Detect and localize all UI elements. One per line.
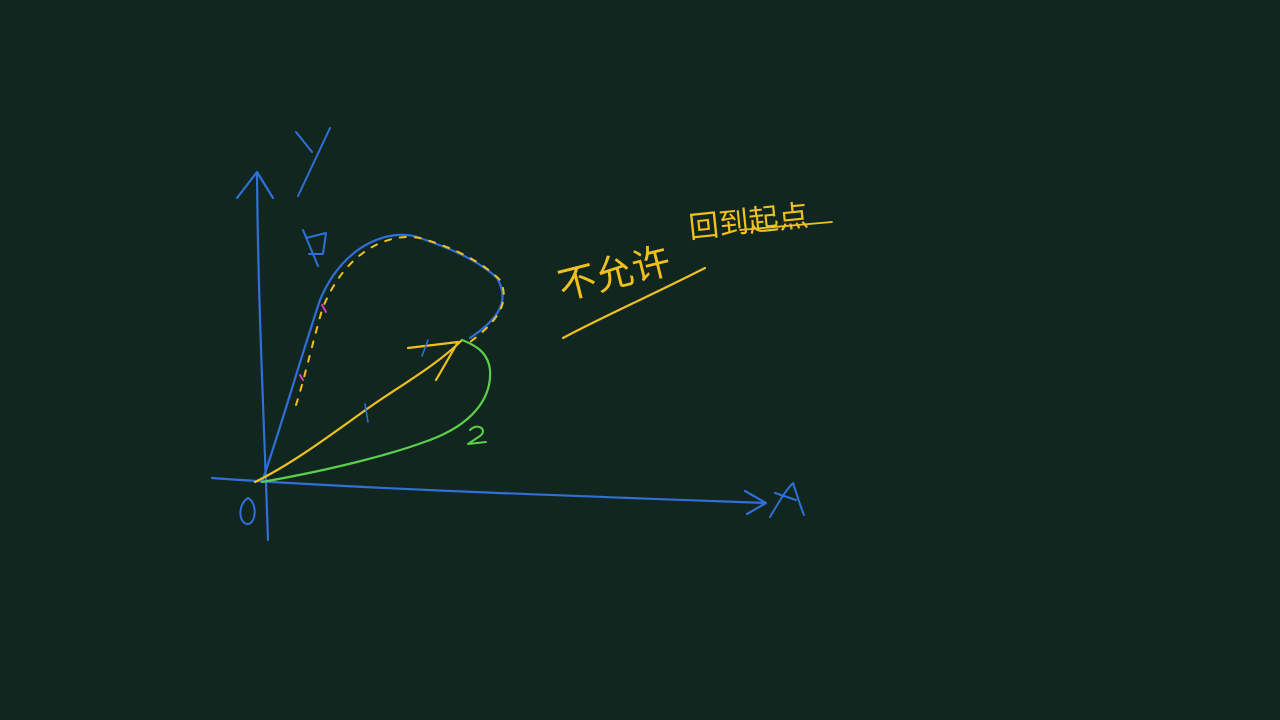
path-2-label-glyph	[467, 425, 487, 445]
x-axis-label-glyph	[769, 482, 805, 518]
origin-label-glyph	[239, 497, 256, 525]
y-axis-arrowhead	[235, 170, 275, 200]
annotation-line	[739, 221, 833, 231]
path-1-label-glyph	[302, 229, 327, 267]
origin-label: O	[0, 0, 1, 1]
x-axis	[210, 476, 767, 505]
y-axis-label: Y	[0, 0, 1, 1]
straight-path-vector	[253, 338, 464, 484]
path-1-accent-mark	[299, 304, 327, 381]
x-axis-arrowhead	[743, 489, 768, 516]
x-axis-label: X	[0, 0, 1, 1]
y-axis	[255, 173, 270, 542]
path-1-label: 1	[0, 0, 1, 1]
straight-path-tick	[364, 339, 429, 423]
path-2-label: 2	[0, 0, 1, 1]
annotation-text: 不允许	[554, 238, 675, 308]
annotation-extra-text: 回到起点	[687, 199, 810, 246]
path-1-curve	[260, 233, 504, 484]
straight-path-arrowhead	[406, 340, 460, 382]
path-1-dashed-trace	[295, 236, 505, 406]
annotation-underline	[561, 266, 707, 340]
y-axis-label-glyph	[295, 127, 331, 197]
path-2-curve	[260, 338, 492, 484]
